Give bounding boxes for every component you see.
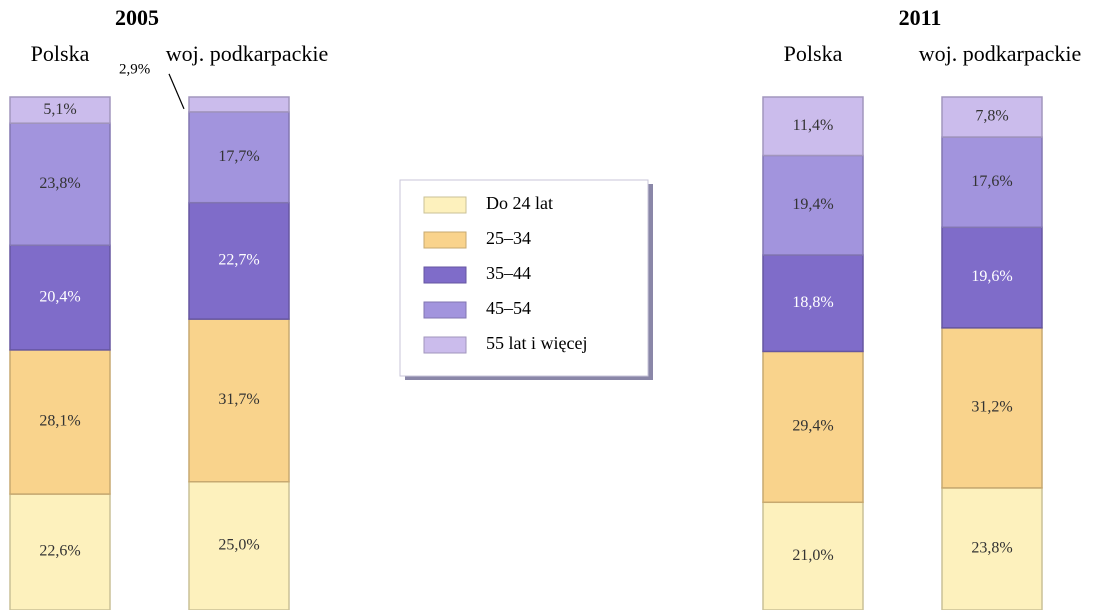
value-label: 28,1% (39, 413, 80, 430)
legend-swatch (423, 301, 467, 319)
bar-segment (762, 501, 864, 610)
legend-label: Do 24 lat (486, 193, 553, 213)
value-label: 22,7% (218, 252, 259, 269)
value-label: 29,4% (792, 418, 833, 435)
legend-label: 35–44 (486, 263, 531, 283)
value-label: 21,0% (792, 547, 833, 564)
bar-segment (188, 111, 290, 204)
value-label: 31,7% (218, 391, 259, 408)
value-label: 2,9% (119, 61, 150, 77)
legend-swatch (423, 336, 467, 354)
legend-label: 45–54 (486, 298, 531, 318)
legend-label: 55 lat i więcej (486, 333, 587, 353)
bar-segment (762, 154, 864, 256)
bar-segment (941, 96, 1043, 138)
legend-swatch (423, 196, 467, 214)
category-label: woj. podkarpackie (166, 41, 329, 66)
legend-swatch (423, 266, 467, 284)
category-label: Polska (784, 41, 843, 66)
bar-segment (762, 350, 864, 504)
value-label: 20,4% (39, 288, 80, 305)
category-label: Polska (31, 41, 90, 66)
legend-label: 25–34 (486, 228, 531, 248)
value-label: 25,0% (218, 537, 259, 554)
legend-swatch (423, 231, 467, 249)
bar-segment (9, 244, 111, 351)
value-label: 22,6% (39, 543, 80, 560)
value-label: 19,6% (971, 268, 1012, 285)
bar-segment (188, 96, 290, 113)
bar-segment (9, 122, 111, 247)
value-label: 7,8% (975, 108, 1008, 125)
value-label: 31,2% (971, 399, 1012, 416)
bar-segment (762, 254, 864, 353)
value-label: 11,4% (793, 117, 834, 134)
leader-line (168, 73, 185, 110)
value-label: 18,8% (792, 294, 833, 311)
bar-segment (188, 481, 290, 610)
value-label: 23,8% (971, 540, 1012, 557)
bar-segment (9, 349, 111, 495)
panel-title: 2011 (899, 5, 942, 30)
value-label: 5,1% (43, 101, 76, 118)
bar-segment (9, 96, 111, 124)
bar-segment (762, 96, 864, 157)
value-label: 17,6% (971, 173, 1012, 190)
bar-segment (941, 327, 1043, 489)
bar-segment (941, 136, 1043, 229)
value-label: 17,7% (218, 148, 259, 165)
category-label: woj. podkarpackie (919, 41, 1082, 66)
value-label: 23,8% (39, 175, 80, 192)
panel-title: 2005 (115, 5, 159, 30)
bar-segment (941, 226, 1043, 329)
value-label: 19,4% (792, 196, 833, 213)
